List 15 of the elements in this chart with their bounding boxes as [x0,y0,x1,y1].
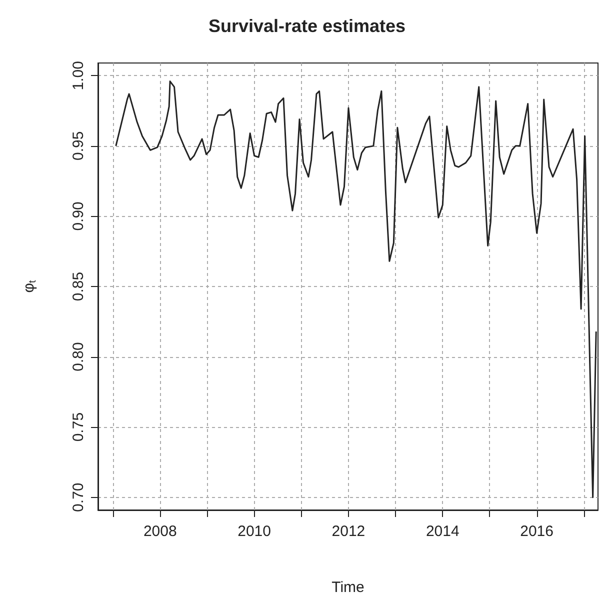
x-tick-label: 2008 [143,523,177,540]
y-tick-label: 0.80 [70,342,87,372]
y-tick-label: 0.75 [70,412,87,442]
x-tick-label: 2010 [238,523,271,540]
y-tick-label: 1.00 [70,61,87,90]
y-tick-label: 0.95 [70,131,87,161]
x-tick-label: 2016 [520,523,554,540]
chart-title: Survival-rate estimates [208,16,406,36]
x-tick-label: 2014 [426,523,460,540]
y-tick-label: 0.70 [70,482,87,512]
y-tick-label: 0.90 [70,202,87,231]
x-axis-title: Time [332,579,364,596]
x-tick-label: 2012 [332,523,366,540]
y-tick-label: 0.85 [70,272,87,302]
y-axis-title: φt [20,280,38,293]
